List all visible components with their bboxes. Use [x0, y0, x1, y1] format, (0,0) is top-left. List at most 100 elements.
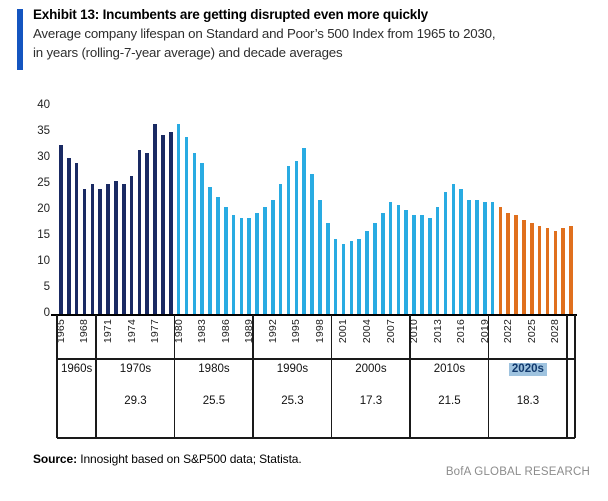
x-tick-2016: 2016: [455, 319, 468, 344]
decade-average-1990s: 25.3: [281, 395, 304, 407]
exhibit-subtitle: Average company lifespan on Standard and…: [33, 25, 496, 60]
bar-2006: [380, 212, 385, 314]
bar-2030: [569, 225, 573, 314]
bar-2003: [357, 238, 361, 314]
decade-cell-2020s: 2020s 18.3: [489, 360, 567, 436]
bar-1965: [59, 145, 63, 314]
bar-1986: [223, 207, 228, 314]
decade-label-1990s: 1990s: [276, 363, 309, 375]
bar-1968: [82, 189, 87, 314]
bar-2005: [373, 223, 377, 314]
bar-1974: [129, 176, 134, 314]
bar-2002: [349, 241, 354, 314]
bar-2026: [537, 225, 542, 314]
bar-2019: [482, 202, 487, 314]
bar-1991: [263, 207, 267, 314]
y-tick-25: 25: [37, 177, 50, 189]
table-divider: [95, 315, 97, 438]
bar-1969: [90, 184, 95, 314]
bar-2028: [553, 230, 558, 314]
y-tick-35: 35: [37, 125, 50, 137]
decade-average-1980s: 25.5: [202, 395, 226, 407]
x-tick-2019: 2019: [478, 319, 491, 344]
bar-1982: [192, 152, 197, 314]
bar-2015: [451, 184, 456, 314]
table-row-separator: [57, 358, 575, 360]
bar-1976: [145, 152, 150, 314]
brand-label: BofA GLOBAL RESEARCH: [445, 466, 590, 478]
bar-1981: [184, 137, 189, 314]
x-tick-2025: 2025: [525, 319, 538, 344]
bar-1983: [200, 163, 204, 314]
bar-2027: [545, 228, 550, 314]
source-text: Innosight based on S&P500 data; Statista…: [76, 452, 302, 466]
y-tick-0: 0: [43, 307, 50, 319]
x-tick-2013: 2013: [431, 319, 444, 344]
y-tick-30: 30: [37, 151, 50, 163]
bar-2029: [561, 228, 566, 314]
decade-average-2010s: 21.5: [438, 395, 461, 407]
decade-average-2020s: 18.3: [516, 395, 540, 407]
decade-average-1970s: 29.3: [124, 395, 147, 407]
bar-1966: [66, 158, 71, 314]
table-divider: [330, 315, 333, 438]
bar-2009: [404, 210, 409, 314]
decade-average-2000s: 17.3: [359, 395, 383, 407]
bar-2011: [420, 215, 424, 314]
decade-cell-1960s: 1960s: [57, 360, 96, 436]
bar-2000: [333, 238, 338, 314]
decade-label-1980s: 1980s: [198, 363, 230, 375]
bar-1975: [137, 150, 142, 314]
decade-label-2000s: 2000s: [355, 363, 387, 375]
x-tick-2007: 2007: [384, 319, 397, 344]
bar-2025: [530, 223, 534, 314]
x-tick-1971: 1971: [102, 319, 114, 344]
x-tick-1968: 1968: [78, 319, 91, 344]
bar-1971: [106, 184, 110, 314]
bar-1970: [98, 189, 102, 314]
source-label: Source:: [33, 452, 77, 466]
x-tick-1995: 1995: [290, 319, 303, 344]
x-tick-2028: 2028: [549, 319, 562, 344]
x-tick-1992: 1992: [266, 319, 279, 344]
bar-1996: [302, 147, 307, 314]
bar-2023: [514, 215, 518, 314]
bar-2014: [443, 191, 448, 314]
bar-2007: [388, 202, 393, 314]
bar-1973: [121, 184, 126, 314]
decade-cell-2010s: 2010s 21.5: [410, 360, 488, 436]
bar-1997: [310, 173, 314, 314]
bar-1984: [208, 186, 212, 314]
accent-bar: [17, 9, 23, 70]
bar-2013: [435, 207, 440, 314]
table-divider: [574, 315, 576, 438]
bar-1978: [161, 134, 165, 314]
x-tick-2001: 2001: [337, 319, 350, 344]
bar-2012: [428, 217, 432, 314]
bar-2010: [412, 215, 416, 314]
bar-1972: [114, 181, 118, 314]
table-bottom-line: [57, 437, 575, 439]
x-tick-2022: 2022: [502, 319, 515, 344]
bar-2001: [341, 243, 346, 314]
bar-1999: [325, 223, 330, 314]
x-tick-1989: 1989: [243, 319, 256, 344]
x-tick-2004: 2004: [361, 319, 373, 344]
y-tick-5: 5: [43, 281, 50, 293]
bar-2021: [498, 207, 503, 314]
source-note: Source: Innosight based on S&P500 data; …: [33, 452, 302, 466]
x-tick-1998: 1998: [313, 319, 326, 344]
table-divider: [173, 315, 176, 438]
x-tick-1986: 1986: [219, 319, 232, 344]
table-divider: [409, 315, 411, 438]
bar-1995: [294, 160, 299, 314]
bar-1992: [271, 199, 275, 314]
bar-2008: [396, 204, 401, 314]
exhibit-title: Exhibit 13: Incumbents are getting disru…: [33, 7, 428, 22]
bar-2018: [475, 199, 479, 314]
decade-label-1970s: 1970s: [119, 363, 152, 375]
bar-2004: [365, 230, 369, 314]
table-divider: [487, 315, 490, 438]
x-tick-1977: 1977: [149, 319, 162, 344]
